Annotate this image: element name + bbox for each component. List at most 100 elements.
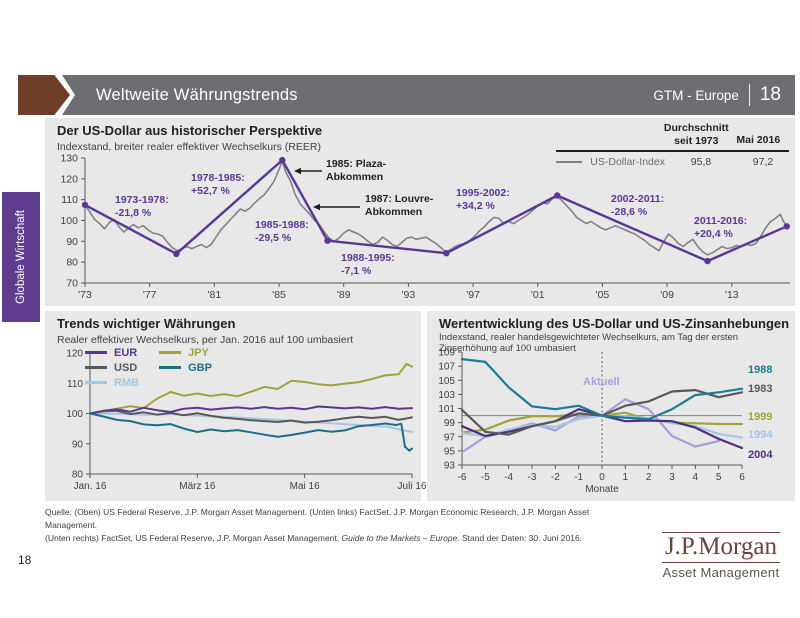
annotation-plaza-abkommen: 1985: Plaza- Abkommen: [326, 158, 387, 184]
rate-hikes-chart: 93 95 97 99 101 103 105 107 109 -6 -5 -4 -3 -2 -1 0 1 2 3 4…: [438, 348, 745, 496]
header-page-number: 18: [759, 84, 781, 105]
svg-text:-5: -5: [481, 472, 490, 483]
svg-text:93: 93: [444, 461, 456, 472]
svg-text:109: 109: [438, 348, 455, 359]
legend-item-rmb: RMB: [85, 375, 139, 390]
gtm-label: GTM - Europe: [653, 87, 739, 103]
svg-text:'09: '09: [660, 289, 674, 301]
source-note: Quelle: (Oben) US Federal Reserve, J.P. …: [45, 506, 620, 544]
source-line-1: Quelle: (Oben) US Federal Reserve, J.P. …: [45, 507, 590, 530]
page-title: Weltweite Währungstrends: [96, 85, 298, 104]
svg-text:-3: -3: [528, 472, 537, 483]
svg-text:5: 5: [716, 472, 722, 483]
may-2016-value: 97,2: [752, 155, 774, 168]
average-since-1973-value: 95,8: [690, 155, 712, 168]
chart-subtitle: Realer effektiver Wechselkurs, per Jan. …: [57, 334, 354, 346]
svg-text:Monate: Monate: [585, 484, 619, 495]
svg-text:'93: '93: [402, 289, 416, 301]
header-arrow-icon: [18, 75, 70, 115]
chart-subtitle: Indexstand, breiter realer effektiver We…: [57, 141, 321, 153]
svg-text:-1: -1: [574, 472, 583, 483]
asset-management-label: Asset Management: [662, 565, 780, 580]
svg-text:0: 0: [599, 472, 605, 483]
svg-text:-6: -6: [458, 472, 467, 483]
header-bar: Weltweite Währungstrends GTM - Europe 18: [62, 75, 795, 115]
dollar-index-stats-table: Durchschnitt seit 1973 Mai 2016 US-Dolla…: [542, 122, 789, 168]
svg-text:'77: '77: [143, 289, 157, 301]
svg-text:'81: '81: [208, 289, 222, 301]
svg-text:1: 1: [623, 472, 629, 483]
legend-item-gbp: GBP: [159, 360, 212, 375]
annotation-1985-1988: 1985-1988: -29,5 %: [255, 219, 309, 245]
legend-label-eur: EUR: [114, 346, 138, 359]
jpy-line-swatch: [159, 351, 182, 354]
svg-text:'01: '01: [531, 289, 545, 301]
legend-label-usd: USD: [114, 361, 138, 374]
line-label-1983: 1983: [748, 383, 773, 395]
line-label-1999: 1999: [748, 411, 773, 423]
header-right: GTM - Europe 18: [653, 75, 781, 115]
legend-item-eur: EUR: [85, 345, 139, 360]
jpmorgan-logo: J.P.Morgan Asset Management: [661, 532, 780, 580]
chart-subtitle: Indexstand, realer handelsgewichteter We…: [439, 332, 739, 355]
stats-data-row: US-Dollar-Index 95,8 97,2: [542, 156, 789, 168]
svg-text:130: 130: [60, 153, 78, 165]
svg-text:70: 70: [66, 278, 78, 290]
line-label-1994: 1994: [748, 429, 773, 441]
currency-trends-chart: 80 90 100 110 120 Jan. 16 März 16 Mai 16 Juli 16: [66, 349, 427, 493]
legend-label-gbp: GBP: [188, 361, 212, 374]
chart-title: Der US-Dollar aus historischer Perspekti…: [57, 123, 323, 138]
svg-text:90: 90: [66, 236, 78, 248]
sidebar-tab-label: Globale Wirtschaft: [15, 210, 27, 304]
line-label-aktuell: Aktuell: [583, 376, 620, 388]
svg-text:Juli 16: Juli 16: [398, 481, 427, 492]
svg-text:Jan. 16: Jan. 16: [74, 481, 107, 492]
stats-col-average-header: Durchschnitt seit 1973: [663, 122, 729, 147]
annotation-1978-1985: 1978-1985: +52,7 %: [191, 172, 245, 198]
slide-page-number: 18: [18, 553, 32, 567]
guide-to-the-markets-title: Guide to the Markets – Europe.: [341, 532, 460, 543]
svg-text:110: 110: [67, 379, 83, 390]
svg-text:90: 90: [72, 439, 84, 450]
line-label-2004: 2004: [748, 449, 773, 461]
svg-text:6: 6: [739, 472, 745, 483]
annotation-louvre-abkommen: 1987: Louvre- Abkommen: [365, 193, 434, 219]
svg-text:'13: '13: [725, 289, 739, 301]
svg-text:-2: -2: [551, 472, 560, 483]
us-dollar-history-chart: 70 80 90 100 110 120 130 '73 '77 '81 '85 '89 '93 '97 '…: [60, 153, 790, 301]
rmb-line-swatch: [85, 381, 107, 384]
chart-title: Wertentwicklung des US-Dollar und US-Zin…: [439, 316, 790, 331]
svg-text:107: 107: [438, 362, 455, 373]
us-dollar-index-label: US-Dollar-Index: [590, 155, 665, 168]
svg-text:100: 100: [66, 409, 83, 420]
svg-text:März 16: März 16: [179, 481, 216, 492]
svg-text:101: 101: [438, 404, 455, 415]
legend-label-jpy: JPY: [188, 346, 209, 359]
us-dollar-index-line-swatch: [556, 160, 583, 163]
svg-text:'97: '97: [466, 289, 480, 301]
annotation-1988-1995: 1988-1995: -7,1 %: [341, 252, 395, 278]
svg-text:'85: '85: [272, 289, 286, 301]
currency-legend: EUR USD RMB JPY GBP: [85, 345, 212, 390]
svg-text:120: 120: [60, 173, 78, 185]
stats-header-row: Durchschnitt seit 1973 Mai 2016: [542, 122, 789, 147]
svg-text:99: 99: [444, 418, 456, 429]
svg-text:Mai 16: Mai 16: [290, 481, 320, 492]
legend-item-usd: USD: [85, 360, 139, 375]
svg-text:2: 2: [646, 472, 652, 483]
svg-text:120: 120: [66, 349, 83, 360]
svg-text:4: 4: [693, 472, 699, 483]
stats-col-may2016-header: Mai 2016: [736, 134, 781, 147]
svg-text:105: 105: [438, 376, 455, 387]
rate-hikes-panel: 93 95 97 99 101 103 105 107 109 -6 -5 -4 -3 -2 -1 0 1 2 3 4…: [427, 311, 795, 501]
header-divider: [748, 84, 750, 106]
usd-line-swatch: [85, 366, 107, 369]
svg-text:'89: '89: [337, 289, 351, 301]
stats-divider: [556, 150, 789, 152]
svg-text:'05: '05: [596, 289, 610, 301]
svg-text:103: 103: [438, 390, 455, 401]
legend-item-jpy: JPY: [159, 345, 212, 360]
chart-title: Trends wichtiger Währungen: [57, 316, 236, 331]
source-line-2-text: (Unten rechts) FactSet, US Federal Reser…: [45, 532, 342, 543]
